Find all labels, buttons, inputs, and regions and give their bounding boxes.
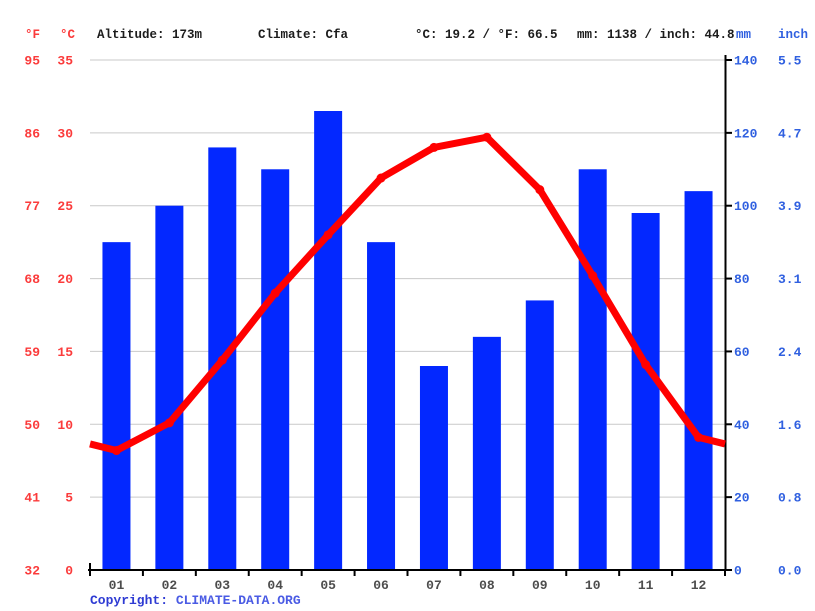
temperature-point-01: [111, 446, 121, 456]
inch-tick-label: 1.6: [778, 418, 802, 433]
inch-tick-label: 3.1: [778, 272, 802, 287]
fahrenheit-axis-title: °F: [24, 28, 40, 42]
temperature-point-08: [482, 132, 492, 142]
month-label: 06: [373, 578, 389, 593]
temperature-point-12: [694, 432, 704, 442]
avg-temperature-label: °C: 19.2 / °F: 66.5: [415, 28, 558, 42]
fahrenheit-tick-label: 59: [24, 345, 40, 360]
month-label: 03: [214, 578, 230, 593]
total-precipitation-label: mm: 1138 / inch: 44.8: [577, 28, 735, 42]
inch-tick-label: 0.0: [778, 564, 802, 579]
fahrenheit-tick-label: 68: [24, 272, 40, 287]
celsius-tick-label: 25: [57, 199, 73, 214]
month-label: 04: [267, 578, 283, 593]
altitude-label: Altitude: 173m: [97, 28, 203, 42]
fahrenheit-tick-label: 50: [24, 418, 40, 433]
month-label: 08: [479, 578, 495, 593]
mm-axis-title: mm: [736, 28, 752, 42]
precipitation-bar-11: [631, 213, 660, 570]
inch-tick-label: 0.8: [778, 491, 802, 506]
climate-data-org-link[interactable]: CLIMATE-DATA.ORG: [175, 593, 301, 608]
month-label: 01: [109, 578, 125, 593]
temperature-point-05: [323, 230, 333, 240]
precipitation-bar-07: [419, 366, 448, 570]
precipitation-bar-02: [155, 205, 184, 570]
fahrenheit-tick-label: 95: [24, 54, 40, 69]
precipitation-bar-12: [684, 191, 713, 570]
celsius-tick-label: 0: [65, 564, 73, 579]
inch-axis-title: inch: [778, 28, 809, 42]
mm-tick-label: 140: [734, 54, 758, 69]
precipitation-bar-01: [102, 242, 131, 570]
copyright-label: Copyright:: [90, 593, 176, 608]
month-label: 12: [691, 578, 707, 593]
inch-tick-label: 3.9: [778, 199, 802, 214]
mm-tick-label: 120: [734, 126, 758, 141]
precipitation-bar-09: [525, 300, 554, 570]
inch-tick-label: 2.4: [778, 345, 802, 360]
fahrenheit-tick-label: 77: [24, 199, 40, 214]
precipitation-bar-06: [367, 242, 396, 570]
month-label: 10: [585, 578, 601, 593]
temperature-point-11: [641, 360, 651, 370]
temperature-point-02: [164, 418, 174, 428]
celsius-tick-label: 10: [57, 418, 73, 433]
fahrenheit-tick-label: 41: [24, 491, 40, 506]
climate-classification-label: Climate: Cfa: [258, 28, 349, 42]
temperature-point-04: [270, 288, 280, 298]
month-label: 11: [638, 578, 654, 593]
precipitation-bar-04: [261, 169, 290, 571]
celsius-tick-label: 15: [57, 345, 73, 360]
mm-tick-label: 40: [734, 418, 750, 433]
mm-tick-label: 0: [734, 564, 742, 579]
fahrenheit-tick-label: 32: [24, 564, 40, 579]
celsius-tick-label: 30: [57, 126, 73, 141]
precipitation-bar-10: [578, 169, 607, 571]
temperature-point-06: [376, 173, 386, 183]
inch-tick-label: 5.5: [778, 54, 802, 69]
temperature-point-03: [217, 355, 227, 365]
celsius-axis-title: °C: [59, 28, 75, 42]
celsius-tick-label: 35: [57, 54, 73, 69]
copyright-line: Copyright: CLIMATE-DATA.ORG: [90, 593, 301, 608]
temperature-point-09: [535, 185, 545, 195]
month-label: 07: [426, 578, 442, 593]
celsius-tick-label: 20: [57, 272, 73, 287]
temperature-point-07: [429, 142, 439, 152]
precipitation-bar-08: [472, 336, 501, 570]
precipitation-bar-05: [314, 111, 343, 570]
fahrenheit-tick-label: 86: [24, 126, 40, 141]
temperature-line: [89, 133, 726, 455]
mm-tick-label: 100: [734, 199, 758, 214]
inch-tick-label: 4.7: [778, 126, 801, 141]
mm-tick-label: 20: [734, 491, 750, 506]
temperature-point-10: [588, 271, 598, 281]
mm-tick-label: 80: [734, 272, 750, 287]
month-label: 09: [532, 578, 548, 593]
mm-tick-label: 60: [734, 345, 750, 360]
month-label: 05: [320, 578, 336, 593]
celsius-tick-label: 5: [65, 491, 73, 506]
month-label: 02: [162, 578, 178, 593]
